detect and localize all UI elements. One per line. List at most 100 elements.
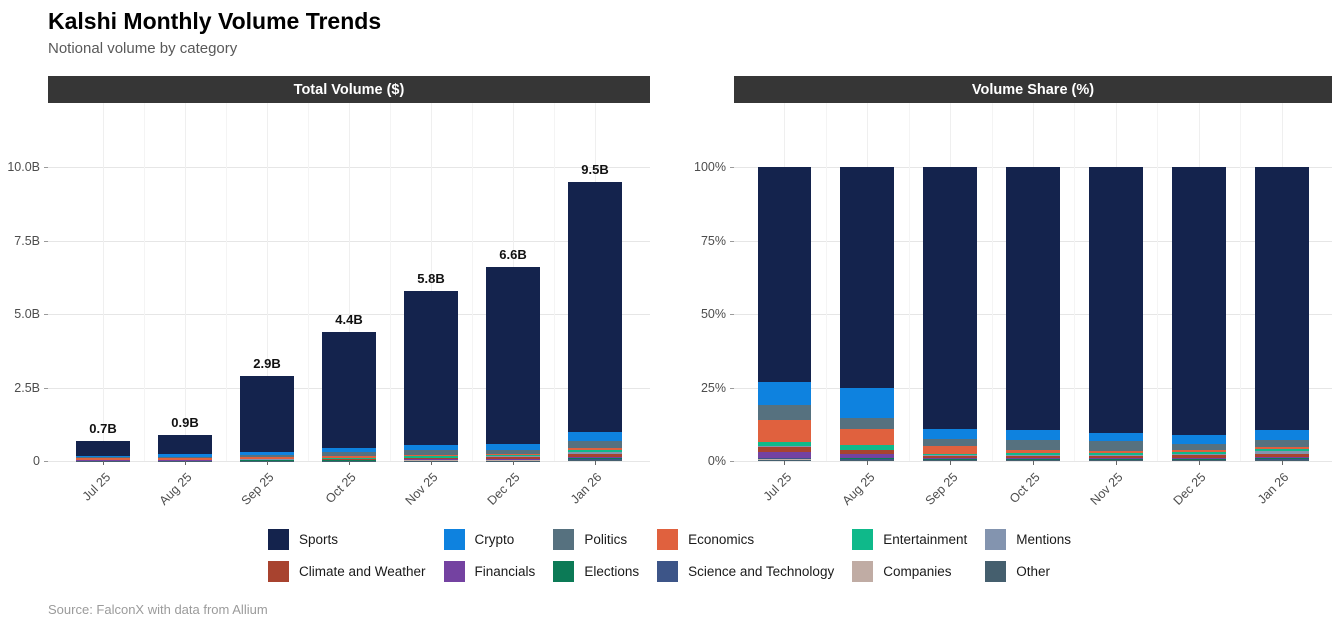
bar-segment-politics xyxy=(840,418,895,429)
legend-swatch-elections xyxy=(553,561,575,582)
stacked-bar-sep-25 xyxy=(240,375,294,461)
bar-segment-financials xyxy=(923,457,978,459)
y-tick-label: 50% xyxy=(700,307,726,321)
stacked-bar-aug-25 xyxy=(158,434,212,461)
x-tick-mark xyxy=(267,461,268,465)
y-tick-mark xyxy=(730,240,734,242)
bar-segment-crypto xyxy=(158,454,212,458)
gridline-vertical-minor xyxy=(908,103,910,461)
bar-segment-science-and-technology xyxy=(757,458,812,459)
y-tick-mark xyxy=(730,314,734,315)
x-tick-mark xyxy=(1198,461,1200,465)
bar-column-aug-25: 0.9B Aug 25 xyxy=(144,103,226,508)
x-tick-mark xyxy=(867,461,869,465)
bar-segment-mentions xyxy=(1088,455,1143,457)
y-tick-mark xyxy=(730,387,734,389)
bar-segment-politics xyxy=(486,449,540,454)
x-tick-mark xyxy=(595,461,596,465)
bar-segment-entertainment xyxy=(757,441,812,447)
stacked-bar-sep-25 xyxy=(923,167,978,461)
bar-segment-politics xyxy=(1006,439,1060,450)
legend-swatch-mentions xyxy=(985,529,1007,550)
bar-segment-politics xyxy=(568,440,622,448)
bar-segment-sports xyxy=(158,434,212,455)
bar-segment-science-and-technology xyxy=(568,458,622,461)
bar-segment-economics xyxy=(404,455,458,457)
stacked-bar-nov-25 xyxy=(1088,167,1143,461)
legend-swatch-sports xyxy=(267,529,289,550)
legend-label: Science and Technology xyxy=(688,564,835,579)
bar-segment-crypto xyxy=(486,443,540,450)
y-tick-mark xyxy=(44,240,48,242)
y-tick-mark xyxy=(730,461,734,462)
bar-segment-crypto xyxy=(322,447,376,452)
legend-label: Mentions xyxy=(1016,532,1072,547)
bar-segment-entertainment xyxy=(322,457,376,459)
y-tick-mark xyxy=(44,387,48,389)
bar-segment-other xyxy=(1254,460,1309,461)
bar-segment-politics xyxy=(1254,439,1309,448)
bar-segment-climate-and-weather xyxy=(322,459,376,460)
bar-segment-sports xyxy=(404,290,458,445)
bar-segment-other xyxy=(1171,460,1226,461)
bar-segment-sports xyxy=(1171,167,1226,435)
y-tick-mark xyxy=(730,167,734,168)
legend-swatch-science-and-technology xyxy=(657,561,679,582)
legend-item-companies: Companies xyxy=(852,561,967,582)
x-tick-mark xyxy=(349,461,350,465)
x-tick-mark xyxy=(1281,461,1283,465)
bar-segment-economics xyxy=(1254,447,1309,449)
legend-item-climate-and-weather: Climate and Weather xyxy=(267,561,426,582)
x-tick-label: Sep 25 xyxy=(238,470,277,508)
page-header: Kalshi Monthly Volume Trends Notional vo… xyxy=(0,0,1339,58)
bar-segment-economics xyxy=(76,458,130,460)
bar-segment-elections xyxy=(1006,459,1060,460)
gridline-vertical-minor xyxy=(226,103,227,461)
bar-column-nov-25: Nov 25 xyxy=(1074,103,1157,508)
bar-segment-entertainment xyxy=(840,444,895,450)
bar-segment-entertainment xyxy=(1088,452,1143,456)
legend-swatch-companies xyxy=(852,561,874,582)
chart-total-volume: Total Volume ($) 0 2.5B 5.0B 7.5B 10.0B 0.7B… xyxy=(2,76,650,508)
bar-segment-climate-and-weather xyxy=(1006,456,1060,458)
legend-item-economics: Economics xyxy=(657,529,834,550)
page-title: Kalshi Monthly Volume Trends xyxy=(48,8,382,34)
x-tick-mark xyxy=(185,461,186,465)
bar-segment-financials xyxy=(486,459,540,460)
bar-segment-entertainment xyxy=(486,454,540,457)
x-tick-label: Jul 25 xyxy=(79,470,113,504)
bar-column-sep-25: 2.9B Sep 25 xyxy=(226,103,308,508)
bar-segment-other xyxy=(1088,460,1143,461)
bar-segment-economics xyxy=(322,456,376,458)
bar-segment-climate-and-weather xyxy=(1254,453,1309,457)
bar-column-jan-26: Jan 26 xyxy=(1240,103,1323,506)
bar-total-label: 4.4B xyxy=(335,311,363,327)
bar-segment-economics xyxy=(486,453,540,455)
gridline-vertical-minor xyxy=(390,103,391,461)
x-tick-mark xyxy=(103,461,104,465)
bar-total-label: 6.6B xyxy=(499,247,527,263)
y-tick-label: 2.5B xyxy=(14,380,40,395)
bar-column-oct-25: 4.4B Oct 25 xyxy=(308,103,390,506)
bar-segment-climate-and-weather xyxy=(1088,456,1143,458)
y-tick-label: 75% xyxy=(700,233,726,248)
bar-segment-politics xyxy=(757,405,812,420)
x-tick-mark xyxy=(513,461,514,465)
stacked-bar-oct-25 xyxy=(322,331,376,461)
bar-segment-other xyxy=(1006,460,1060,461)
bar-segment-science-and-technology xyxy=(1171,459,1226,461)
gridline-vertical xyxy=(349,103,350,461)
bars-container: 0.7B Jul 25 0.9B Aug 25 2.9B Sep 25 4.4B Oct 25… xyxy=(48,103,650,508)
plot-area-total-volume: 0.7B Jul 25 0.9B Aug 25 2.9B Sep 25 4.4B Oct 25… xyxy=(48,103,650,508)
legend-label: Other xyxy=(1016,564,1051,579)
legend-item-politics: Politics xyxy=(553,529,639,550)
gridline-vertical-minor xyxy=(825,103,827,461)
bar-total-label: 2.9B xyxy=(253,355,281,371)
y-tick-label: 0 xyxy=(33,454,40,468)
gridline-vertical-minor xyxy=(554,103,555,461)
x-tick-label: Nov 25 xyxy=(1087,470,1126,508)
y-tick-label: 0% xyxy=(707,454,726,468)
stacked-bar-dec-25 xyxy=(486,267,540,461)
x-tick-mark xyxy=(1115,461,1117,465)
